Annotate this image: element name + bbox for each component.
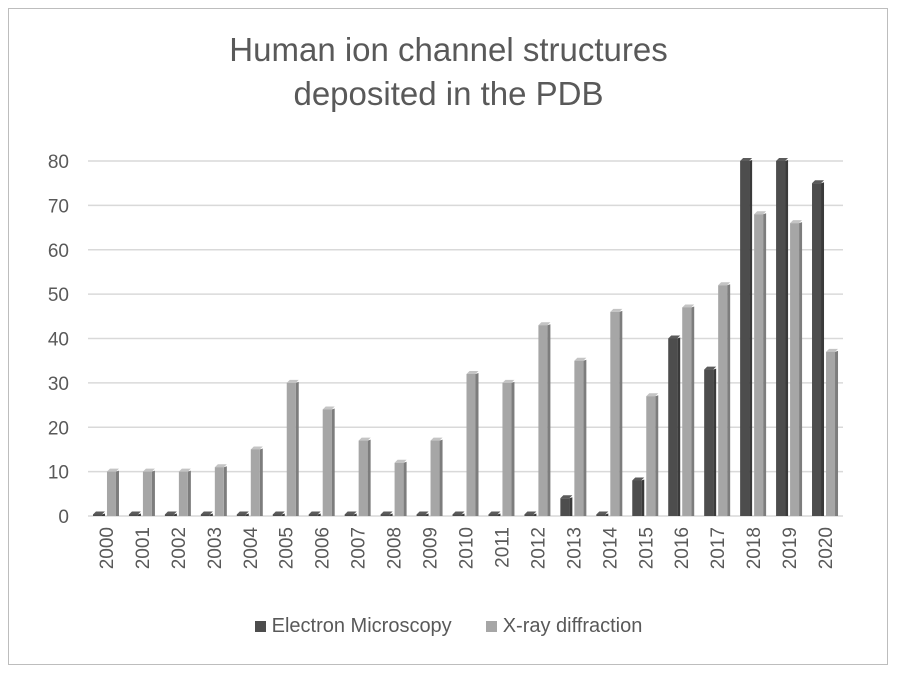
bar-electron-microscopy-2020 <box>812 180 825 516</box>
bar-electron-microscopy-2015 <box>632 477 645 516</box>
x-tick-label: 2009 <box>421 527 442 569</box>
bar-x-ray-diffraction-2001 <box>142 468 155 516</box>
y-tick-label: 20 <box>48 418 69 439</box>
bar-x-ray-diffraction-2007 <box>358 437 371 516</box>
bar-x-ray-diffraction-2015 <box>646 393 659 516</box>
x-tick-label: 2013 <box>564 527 585 569</box>
x-tick-label: 2018 <box>744 527 765 569</box>
y-tick-label: 0 <box>58 507 69 528</box>
x-tick-label: 2000 <box>97 527 118 569</box>
bar-electron-microscopy-2004 <box>236 511 249 516</box>
y-tick-label: 10 <box>48 463 69 484</box>
bar-x-ray-diffraction-2002 <box>178 468 191 516</box>
bar-x-ray-diffraction-2008 <box>394 459 407 516</box>
bar-electron-microscopy-2012 <box>524 511 537 516</box>
x-tick-label: 2004 <box>241 527 262 570</box>
x-tick-label: 2019 <box>780 527 801 569</box>
bar-electron-microscopy-2013 <box>560 495 573 516</box>
x-tick-label: 2017 <box>708 527 729 569</box>
legend-swatch-x-ray-diffraction <box>485 621 497 632</box>
legend-swatch-electron-microscopy <box>254 621 266 632</box>
bar-electron-microscopy-2002 <box>164 511 177 516</box>
legend: Electron Microscopy X-ray diffraction <box>0 615 897 638</box>
x-tick-label: 2002 <box>169 527 190 569</box>
bar-electron-microscopy-2000 <box>92 511 105 516</box>
bar-x-ray-diffraction-2003 <box>214 464 227 516</box>
bar-x-ray-diffraction-2010 <box>466 371 479 516</box>
x-tick-label: 2008 <box>385 527 406 569</box>
bar-electron-microscopy-2018 <box>740 158 753 516</box>
bar-x-ray-diffraction-2005 <box>286 379 299 516</box>
bar-x-ray-diffraction-2020 <box>826 348 839 516</box>
bar-x-ray-diffraction-2014 <box>610 308 623 516</box>
x-tick-label: 2012 <box>528 527 549 569</box>
bar-x-ray-diffraction-2000 <box>106 468 119 516</box>
bar-electron-microscopy-2006 <box>308 511 321 516</box>
bar-electron-microscopy-2010 <box>452 511 465 516</box>
bar-x-ray-diffraction-2004 <box>250 446 263 516</box>
x-tick-label: 2006 <box>313 527 334 569</box>
y-tick-label: 40 <box>48 330 69 351</box>
x-tick-label: 2005 <box>277 527 298 569</box>
bar-electron-microscopy-2008 <box>380 511 393 516</box>
x-tick-label: 2014 <box>600 527 621 570</box>
bar-electron-microscopy-2009 <box>416 511 429 516</box>
bar-x-ray-diffraction-2011 <box>502 379 515 516</box>
bar-electron-microscopy-2007 <box>344 511 357 516</box>
x-tick-label: 2020 <box>816 527 837 569</box>
y-tick-label: 60 <box>48 241 69 262</box>
x-tick-label: 2010 <box>457 527 478 569</box>
x-tick-label: 2015 <box>636 527 657 569</box>
y-tick-label: 70 <box>48 196 69 217</box>
bar-x-ray-diffraction-2006 <box>322 406 335 516</box>
bar-electron-microscopy-2017 <box>704 366 717 516</box>
bar-x-ray-diffraction-2013 <box>574 357 587 516</box>
x-tick-label: 2003 <box>205 527 226 569</box>
x-tick-label: 2007 <box>349 527 370 569</box>
legend-item-x-ray-diffraction: X-ray diffraction <box>485 615 643 638</box>
bar-x-ray-diffraction-2012 <box>538 322 551 516</box>
bar-electron-microscopy-2001 <box>128 511 141 516</box>
y-tick-label: 50 <box>48 285 69 306</box>
legend-item-electron-microscopy: Electron Microscopy <box>254 615 452 638</box>
bar-x-ray-diffraction-2016 <box>682 304 695 516</box>
bar-x-ray-diffraction-2017 <box>718 282 731 516</box>
y-tick-label: 30 <box>48 374 69 395</box>
x-tick-label: 2011 <box>492 527 513 568</box>
bar-electron-microscopy-2019 <box>776 158 789 516</box>
x-tick-label: 2001 <box>133 527 154 569</box>
bar-electron-microscopy-2011 <box>488 511 501 516</box>
bar-electron-microscopy-2014 <box>596 511 609 516</box>
bar-electron-microscopy-2003 <box>200 511 213 516</box>
chart-title-line-1: Human ion channel structures <box>229 31 668 68</box>
bar-electron-microscopy-2016 <box>668 335 681 516</box>
bar-electron-microscopy-2005 <box>272 511 285 516</box>
legend-label-x-ray-diffraction: X-ray diffraction <box>502 615 643 637</box>
x-tick-label: 2016 <box>672 527 693 569</box>
bar-x-ray-diffraction-2019 <box>790 220 803 516</box>
chart-title-line-2: deposited in the PDB <box>293 75 604 112</box>
legend-label-electron-microscopy: Electron Microscopy <box>271 615 452 637</box>
y-tick-label: 80 <box>48 152 69 173</box>
bar-x-ray-diffraction-2009 <box>430 437 443 516</box>
bar-x-ray-diffraction-2018 <box>754 211 767 516</box>
